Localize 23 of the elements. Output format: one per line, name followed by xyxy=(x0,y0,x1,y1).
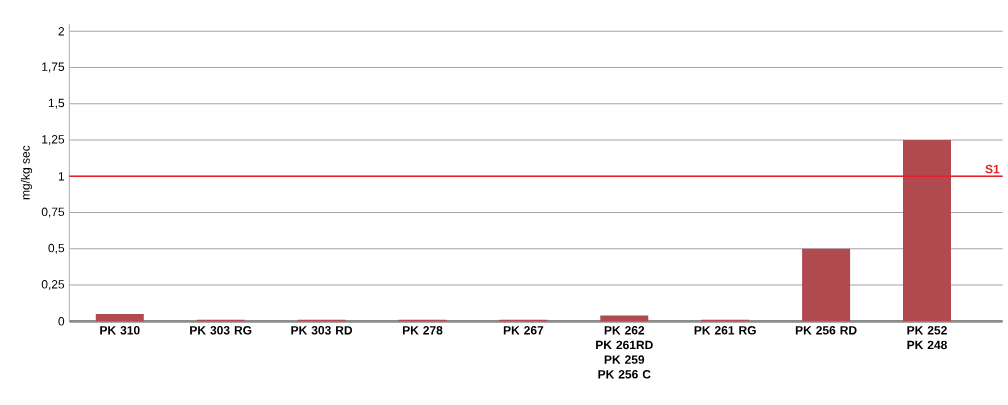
y-tick-label: 1,75 xyxy=(42,62,65,73)
y-tick-label: 0 xyxy=(58,316,65,326)
x-tick-label: PK 267 xyxy=(503,325,544,335)
x-tick-label: PK 262 PK 261RD PK 259 PK 256 C xyxy=(596,325,653,379)
y-tick-label: 1 xyxy=(58,171,65,181)
y-tick-label: 1,5 xyxy=(48,98,65,109)
y-tick-label: 2 xyxy=(58,26,65,36)
x-tick-label: PK 256 RD xyxy=(795,325,857,335)
ref-line-label: S1 xyxy=(985,164,1000,174)
y-tick-label: 0,5 xyxy=(48,243,65,254)
bar xyxy=(95,313,144,322)
y-tick-label: 0,25 xyxy=(41,279,65,290)
x-tick-label: PK 310 xyxy=(100,325,140,335)
x-tick-label: PK 303 RD xyxy=(291,325,353,335)
y-tick-label: 0,75 xyxy=(41,207,65,218)
x-tick-label: PK 261 RG xyxy=(694,325,756,335)
x-tick-label: PK 278 xyxy=(402,325,443,335)
bar xyxy=(902,139,951,322)
bar xyxy=(802,248,851,322)
x-tick-label: PK 252 PK 248 xyxy=(907,325,947,350)
y-tick-label: 1,25 xyxy=(42,134,65,145)
y-axis-title: mg/kg sec xyxy=(20,145,33,200)
x-tick-label: PK 303 RG xyxy=(190,325,252,335)
